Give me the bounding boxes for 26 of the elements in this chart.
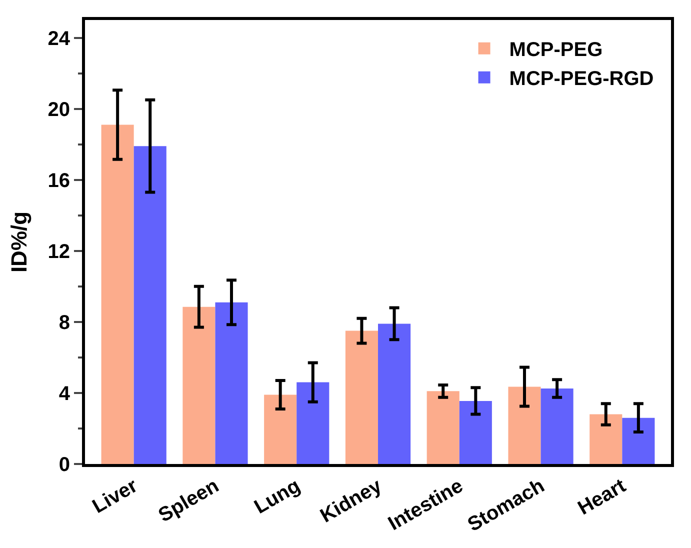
- bar: [296, 382, 330, 464]
- bar: [264, 394, 297, 464]
- y-tick-label: 16: [48, 170, 70, 192]
- y-tick-label: 20: [48, 98, 70, 121]
- bar: [508, 386, 541, 464]
- bar: [540, 388, 574, 464]
- x-tick-label: Liver: [88, 474, 142, 518]
- bar: [459, 400, 492, 464]
- bar: [134, 146, 166, 464]
- bar: [101, 124, 134, 464]
- y-tick-label: 4: [58, 382, 71, 405]
- y-tick-label: 24: [48, 28, 71, 50]
- bar: [345, 330, 378, 464]
- bar: [426, 391, 460, 464]
- x-tick-label: Lung: [250, 474, 304, 518]
- bar: [378, 324, 411, 464]
- legend-label: MCP-PEG-RGD: [509, 68, 654, 90]
- legend-label: MCP-PEG: [509, 39, 603, 62]
- bar: [590, 414, 622, 464]
- y-tick-label: 8: [58, 312, 70, 334]
- bar: [622, 418, 655, 464]
- y-tick-label: 0: [58, 454, 70, 476]
- y-tick-label: 12: [48, 240, 70, 263]
- bar: [182, 306, 216, 464]
- y-axis-title: ID%/g: [6, 211, 32, 273]
- bar: [215, 302, 248, 464]
